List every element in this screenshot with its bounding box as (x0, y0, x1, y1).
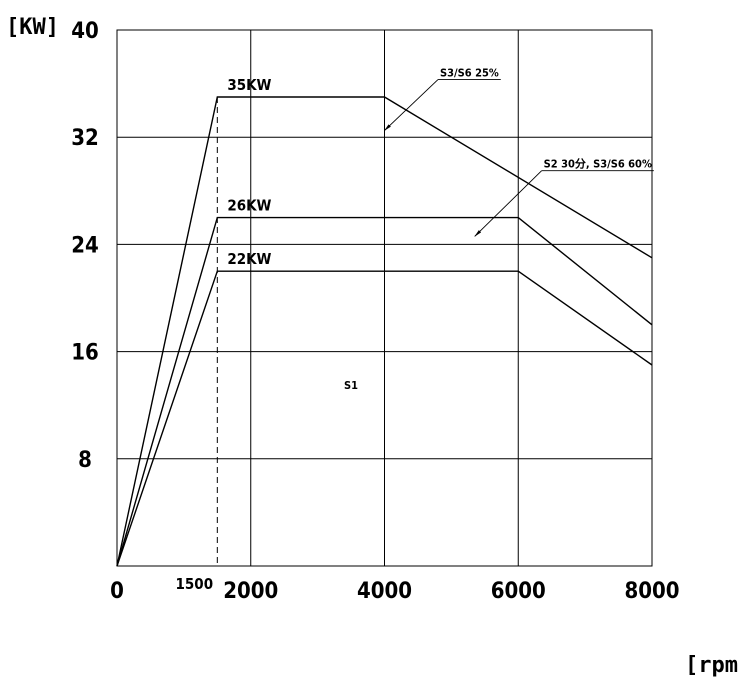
x-tick-label-8000: 8000 (624, 579, 679, 604)
x-tick-label-1500: 1500 (176, 575, 214, 593)
annotations: S3/S6 25% S2 30分, S3/S6 60% S1 (344, 67, 654, 392)
y-tick-label-40: 40 (71, 19, 99, 44)
grid (116, 29, 653, 567)
tick-labels: 0 2000 4000 6000 8000 1500 8 16 24 32 40 (71, 19, 679, 604)
annotation-leader-1 (474, 170, 542, 237)
annotation-label-1: S2 30分, S3/S6 60% (544, 157, 652, 171)
x-tick-label-2000: 2000 (223, 579, 278, 604)
series-label-26kw: 26KW (227, 197, 271, 215)
y-tick-label-8: 8 (78, 448, 92, 473)
x-tick-label-4000: 4000 (357, 579, 412, 604)
y-tick-label-32: 32 (71, 126, 99, 151)
region-label-s1: S1 (344, 379, 358, 392)
series-line-35kw (116, 96, 653, 567)
y-tick-label-16: 16 (71, 341, 99, 366)
y-tick-label-24: 24 (71, 233, 99, 258)
annotation-label-0: S3/S6 25% (440, 67, 499, 80)
series-label-22kw: 22KW (227, 250, 271, 268)
x-tick-label-6000: 6000 (491, 579, 546, 604)
series-lines (116, 96, 653, 567)
y-axis-unit-label: [KW] (6, 15, 59, 40)
series-label-35kw: 35KW (227, 76, 271, 94)
x-tick-label-0: 0 (110, 579, 124, 604)
annotation-leader-0 (383, 79, 439, 132)
series-labels: 35KW 26KW 22KW (227, 76, 271, 268)
series-line-26kw (116, 216, 653, 567)
series-line-22kw (116, 270, 653, 567)
x-axis-unit-label: [rpm] (685, 653, 740, 678)
